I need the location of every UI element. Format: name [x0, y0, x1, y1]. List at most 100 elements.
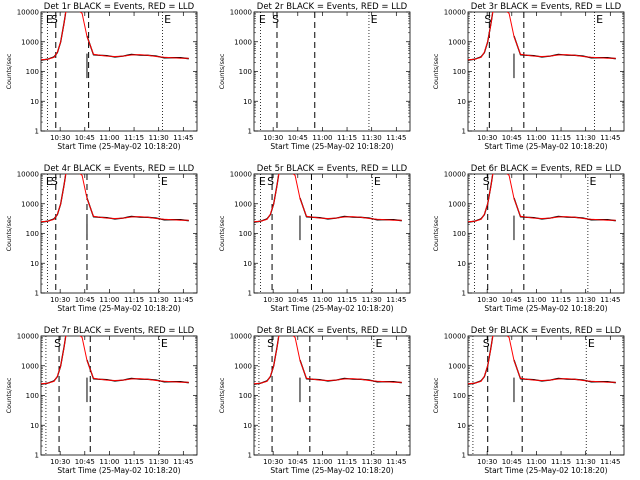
- y-tick-label: 10000: [17, 171, 39, 179]
- plot-frame: [253, 173, 411, 294]
- x-tick-label: 11:45: [386, 458, 406, 466]
- x-tick-label: 11:30: [149, 296, 169, 304]
- y-axis-label: Counts/sec: [432, 377, 440, 413]
- x-tick-label: 10:30: [50, 134, 70, 142]
- plot-frame: [40, 335, 198, 456]
- y-tick-label: 100: [239, 68, 252, 76]
- x-tick-label: 11:15: [551, 458, 571, 466]
- y-tick-label: 1: [35, 128, 39, 136]
- x-axis-label: Start Time (25-May-02 10:18:20): [57, 466, 180, 475]
- plot-frame: [253, 335, 411, 456]
- x-tick-label: 11:00: [312, 134, 332, 142]
- y-tick-label: 100: [26, 230, 39, 238]
- y-tick-label: 10000: [444, 171, 466, 179]
- panel-title: Det 7r BLACK = Events, RED = LLD: [44, 326, 195, 336]
- flag-letter: E: [164, 13, 171, 26]
- y-tick-label: 100: [26, 68, 39, 76]
- x-tick-label: 11:15: [337, 458, 357, 466]
- y-tick-label: 10: [30, 422, 39, 430]
- y-tick-label: 10000: [444, 333, 466, 341]
- x-axis-label: Start Time (25-May-02 10:18:20): [270, 142, 393, 151]
- x-axis-label: Start Time (25-May-02 10:18:20): [484, 466, 607, 475]
- y-tick-label: 100: [26, 392, 39, 400]
- flag-letter: E: [259, 175, 266, 188]
- flag-letter: S: [51, 13, 58, 26]
- flag-letter: E: [161, 337, 168, 350]
- x-tick-label: 10:30: [263, 296, 283, 304]
- x-tick-label: 10:30: [50, 458, 70, 466]
- plot-frame: [40, 11, 198, 132]
- y-axis-label: Counts/sec: [432, 215, 440, 251]
- panel-det-7: Det 7r BLACK = Events, RED = LLD 1 10 100 10…: [5, 326, 198, 475]
- panel-title: Det 5r BLACK = Events, RED = LLD: [257, 164, 408, 174]
- x-tick-label: 10:30: [477, 296, 497, 304]
- x-tick-label: 10:45: [502, 458, 522, 466]
- x-axis-label: Start Time (25-May-02 10:18:20): [484, 142, 607, 151]
- x-tick-label: 10:45: [288, 296, 308, 304]
- x-tick-label: 11:30: [149, 134, 169, 142]
- y-axis-label: Counts/sec: [5, 53, 13, 89]
- y-tick-label: 1000: [448, 200, 466, 208]
- y-tick-label: 10: [457, 260, 466, 268]
- y-tick-label: 100: [453, 68, 466, 76]
- y-axis-label: Counts/sec: [5, 377, 13, 413]
- y-tick-label: 1000: [21, 38, 39, 46]
- series-lld-line: [41, 174, 189, 223]
- x-tick-label: 11:00: [312, 296, 332, 304]
- x-tick-label: 11:45: [386, 296, 406, 304]
- plot-frame: [467, 11, 625, 132]
- x-tick-label: 11:15: [124, 296, 144, 304]
- x-tick-label: 11:00: [312, 458, 332, 466]
- x-tick-label: 11:45: [173, 296, 193, 304]
- x-tick-label: 10:30: [263, 134, 283, 142]
- y-tick-label: 100: [453, 392, 466, 400]
- panel-det-6: Det 6r BLACK = Events, RED = LLD 1 10 100 10…: [432, 164, 625, 313]
- x-tick-label: 11:00: [526, 296, 546, 304]
- y-tick-label: 1000: [234, 200, 252, 208]
- x-tick-label: 10:45: [502, 296, 522, 304]
- x-tick-label: 11:45: [600, 458, 620, 466]
- flag-letter: S: [54, 337, 61, 350]
- y-tick-label: 10000: [17, 333, 39, 341]
- panel-title: Det 8r BLACK = Events, RED = LLD: [257, 326, 408, 336]
- series-lld-line: [468, 336, 616, 385]
- y-tick-label: 1: [248, 290, 252, 298]
- flag-letter: E: [596, 13, 603, 26]
- y-axis-label: Counts/sec: [5, 215, 13, 251]
- x-tick-label: 11:45: [386, 134, 406, 142]
- panel-det-4: Det 4r BLACK = Events, RED = LLD 1 10 100 10…: [5, 164, 198, 313]
- x-tick-label: 10:30: [50, 296, 70, 304]
- x-tick-label: 11:45: [600, 134, 620, 142]
- panel-title: Det 6r BLACK = Events, RED = LLD: [471, 164, 622, 174]
- y-tick-label: 100: [239, 392, 252, 400]
- x-tick-label: 11:45: [600, 296, 620, 304]
- flag-letter: S: [267, 337, 274, 350]
- flag-letter: E: [371, 13, 378, 26]
- x-tick-label: 11:30: [576, 458, 596, 466]
- panel-title: Det 2r BLACK = Events, RED = LLD: [257, 2, 408, 12]
- y-tick-label: 100: [453, 230, 466, 238]
- series-lld-line: [468, 174, 616, 223]
- panel-det-5: Det 5r BLACK = Events, RED = LLD 1 10 100 10…: [218, 164, 411, 313]
- flag-letter: E: [588, 337, 595, 350]
- x-tick-label: 10:45: [75, 458, 95, 466]
- x-tick-label: 11:00: [526, 458, 546, 466]
- x-tick-label: 11:30: [576, 296, 596, 304]
- flag-letter: E: [259, 13, 266, 26]
- flag-letter: S: [267, 175, 274, 188]
- y-tick-label: 10: [457, 98, 466, 106]
- y-tick-label: 1: [462, 128, 466, 136]
- x-tick-label: 10:45: [288, 134, 308, 142]
- y-tick-label: 1000: [234, 362, 252, 370]
- y-tick-label: 10: [457, 422, 466, 430]
- y-axis-label: Counts/sec: [218, 377, 226, 413]
- y-tick-label: 1000: [21, 362, 39, 370]
- x-tick-label: 11:15: [124, 458, 144, 466]
- x-axis-label: Start Time (25-May-02 10:18:20): [57, 304, 180, 313]
- y-tick-label: 10000: [230, 9, 252, 17]
- x-tick-label: 10:45: [75, 296, 95, 304]
- x-tick-label: 11:00: [526, 134, 546, 142]
- panel-det-8: Det 8r BLACK = Events, RED = LLD 1 10 100 10…: [218, 326, 411, 475]
- x-axis-label: Start Time (25-May-02 10:18:20): [57, 142, 180, 151]
